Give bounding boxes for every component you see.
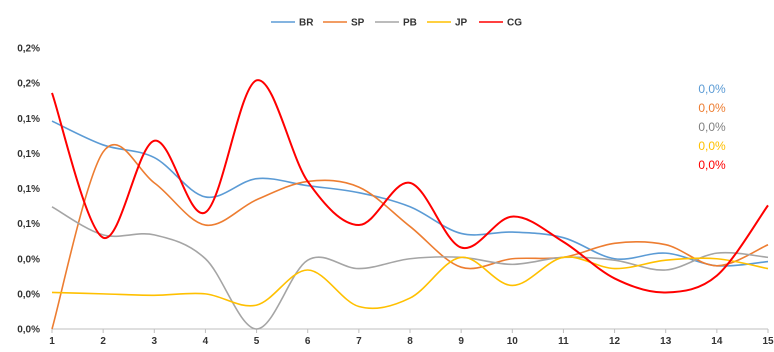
annotation-value: 0,0% xyxy=(698,139,726,153)
y-tick-label: 0,0% xyxy=(17,289,40,300)
x-tick-label: 11 xyxy=(558,336,569,347)
x-tick-label: 1 xyxy=(49,336,55,347)
series-lines xyxy=(51,79,769,330)
legend-label-sp: SP xyxy=(351,18,365,29)
annotations: 0,0% 0,0% 0,0% 0,0% 0,0% xyxy=(698,82,726,172)
x-tick-label: 5 xyxy=(254,336,260,347)
y-tick-label: 0,2% xyxy=(17,79,40,90)
x-axis-tick-labels: 1 2 3 4 5 6 7 8 9 10 11 12 13 14 15 xyxy=(49,329,774,347)
x-tick-label: 13 xyxy=(660,336,672,347)
annotation-value: 0,0% xyxy=(698,120,726,134)
series-line-pb xyxy=(51,206,769,330)
y-tick-label: 0,1% xyxy=(17,219,40,230)
legend: BR SP PB JP CG xyxy=(271,18,522,29)
legend-label-cg: CG xyxy=(507,18,522,29)
annotation-value: 0,0% xyxy=(698,101,726,115)
legend-label-br: BR xyxy=(299,18,314,29)
annotation-value: 0,0% xyxy=(698,158,726,172)
legend-label-jp: JP xyxy=(455,18,468,29)
x-tick-label: 4 xyxy=(203,336,209,347)
y-tick-label: 0,1% xyxy=(17,114,40,125)
x-tick-label: 7 xyxy=(356,336,362,347)
x-tick-label: 8 xyxy=(407,336,413,347)
series-line-sp xyxy=(51,143,769,330)
series-line-jp xyxy=(51,256,769,310)
x-tick-label: 2 xyxy=(100,336,106,347)
legend-label-pb: PB xyxy=(403,18,417,29)
y-tick-label: 0,0% xyxy=(17,325,40,336)
x-tick-label: 6 xyxy=(305,336,311,347)
x-tick-label: 15 xyxy=(762,336,774,347)
x-tick-label: 10 xyxy=(507,336,519,347)
series-line-cg xyxy=(51,79,769,294)
y-tick-label: 0,0% xyxy=(17,254,40,265)
x-tick-label: 14 xyxy=(711,336,723,347)
y-tick-label: 0,2% xyxy=(17,44,40,55)
y-tick-label: 0,1% xyxy=(17,184,40,195)
annotation-value: 0,0% xyxy=(698,82,726,96)
y-tick-label: 0,1% xyxy=(17,149,40,160)
x-tick-label: 9 xyxy=(458,336,464,347)
series-line-br xyxy=(51,120,769,267)
x-tick-label: 12 xyxy=(609,336,621,347)
y-axis-tick-labels: 0,0% 0,0% 0,0% 0,1% 0,1% 0,1% 0,1% 0,2% 0,2% xyxy=(17,44,40,336)
x-tick-label: 3 xyxy=(152,336,158,347)
